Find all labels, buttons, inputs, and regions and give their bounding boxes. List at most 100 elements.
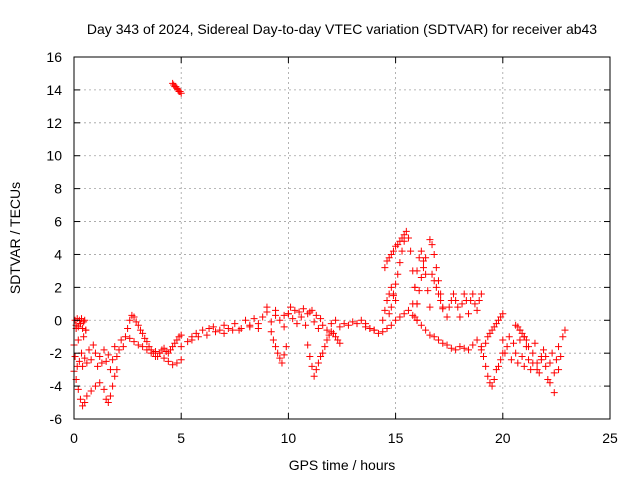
data-point <box>83 392 91 400</box>
data-point <box>314 359 322 367</box>
data-point <box>413 316 421 324</box>
data-point <box>79 325 87 332</box>
data-point <box>100 346 108 354</box>
data-point <box>121 333 129 341</box>
data-point <box>527 366 535 374</box>
data-point <box>291 306 299 314</box>
data-point <box>289 315 297 323</box>
data-point <box>139 343 147 351</box>
data-point <box>111 372 119 380</box>
data-point <box>194 333 202 341</box>
data-point <box>321 343 329 351</box>
series-late-cluster <box>499 326 569 384</box>
data-point <box>422 254 430 262</box>
data-point <box>269 336 277 344</box>
data-point <box>76 395 84 403</box>
series-early-mid-band <box>70 320 127 374</box>
x-tick-label: 10 <box>281 430 297 446</box>
data-point <box>71 352 79 360</box>
data-point <box>385 310 393 318</box>
data-point <box>464 310 472 318</box>
data-point <box>98 359 106 367</box>
data-point <box>396 259 404 267</box>
data-point <box>79 362 87 370</box>
data-point <box>404 306 412 314</box>
data-point <box>443 313 451 321</box>
data-point <box>475 297 483 305</box>
data-point <box>392 280 400 288</box>
data-point <box>456 313 464 321</box>
series-late-upper <box>482 310 507 347</box>
data-point <box>495 362 503 370</box>
data-point <box>430 333 438 341</box>
data-point <box>555 343 563 351</box>
data-point <box>439 339 447 347</box>
data-point <box>160 354 168 362</box>
x-axis-label: GPS time / hours <box>289 457 396 473</box>
data-point <box>89 341 97 349</box>
data-point <box>156 349 164 357</box>
data-point <box>529 349 537 357</box>
data-point <box>542 362 550 370</box>
data-point <box>130 313 138 321</box>
data-point <box>434 336 442 344</box>
data-point <box>276 354 284 362</box>
data-point <box>413 300 421 308</box>
data-point <box>499 310 507 318</box>
data-point <box>130 338 138 346</box>
data-point <box>557 352 565 360</box>
data-point <box>381 306 389 314</box>
data-point <box>430 250 438 258</box>
data-point <box>396 313 404 321</box>
data-point <box>482 362 490 370</box>
data-point <box>115 346 123 354</box>
data-point <box>340 320 348 328</box>
data-point <box>561 326 569 334</box>
data-point <box>104 351 112 359</box>
data-point <box>100 385 108 393</box>
data-point <box>424 287 432 295</box>
data-point <box>464 346 472 354</box>
data-point <box>452 346 460 354</box>
data-point <box>177 331 185 339</box>
data-point <box>85 346 93 354</box>
data-point <box>317 315 325 323</box>
data-point <box>357 316 365 324</box>
data-point <box>280 311 288 319</box>
data-point <box>267 318 275 326</box>
data-point <box>139 329 147 337</box>
data-point <box>379 328 387 336</box>
y-axis-label: SDTVAR / TECUs <box>7 182 23 294</box>
data-point <box>319 321 327 329</box>
data-point <box>299 305 307 313</box>
data-point <box>400 237 408 245</box>
data-point <box>389 247 397 255</box>
x-tick-label: 5 <box>177 430 185 446</box>
data-point <box>383 297 391 305</box>
data-point <box>113 366 121 374</box>
data-point <box>443 341 451 349</box>
data-point <box>224 325 232 332</box>
data-point <box>336 339 344 347</box>
y-tick-label: -2 <box>50 345 63 361</box>
data-point <box>531 339 539 347</box>
y-tick-label: 10 <box>46 148 62 164</box>
data-point <box>104 399 112 407</box>
data-point <box>177 89 185 97</box>
data-point <box>94 362 102 370</box>
data-point <box>134 341 142 349</box>
data-point <box>87 356 95 364</box>
data-point <box>91 349 99 357</box>
series-lower-tail-16to19 <box>413 316 485 354</box>
data-point <box>312 366 320 374</box>
data-point <box>402 227 410 235</box>
chart-title: Day 343 of 2024, Sidereal Day-to-day VTE… <box>87 21 597 37</box>
data-point <box>477 290 485 298</box>
data-point <box>505 333 513 341</box>
series-dip-11 <box>304 328 344 380</box>
data-point <box>473 306 481 314</box>
data-point <box>460 290 468 298</box>
data-point <box>76 320 84 328</box>
data-point <box>550 369 558 377</box>
series-arc-2to5-lower <box>126 334 185 369</box>
